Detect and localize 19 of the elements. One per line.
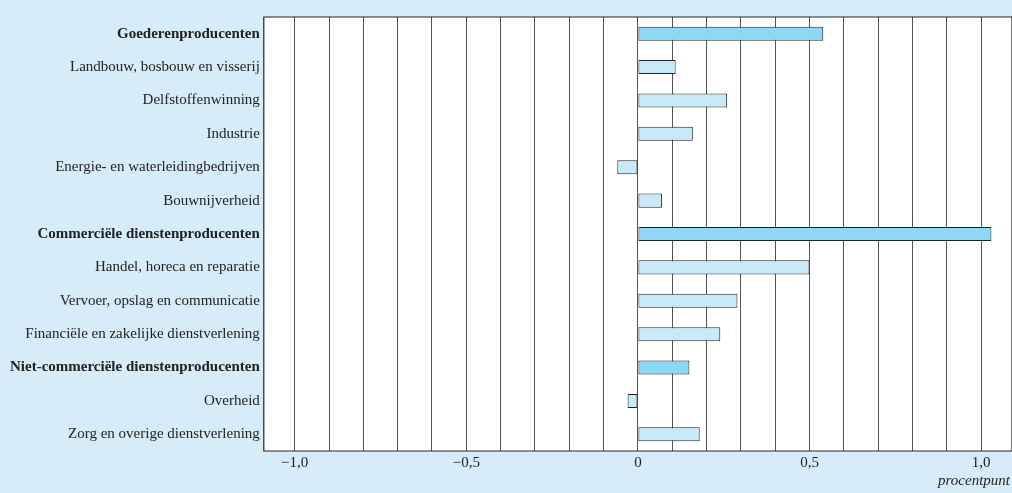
x-tick-label: 0,5	[800, 453, 819, 470]
x-tick-label: −1,0	[281, 453, 309, 470]
x-axis-title: procentpunt	[937, 472, 1011, 489]
y-tick-label: Landbouw, bosbouw en visserij	[69, 58, 260, 75]
y-tick-label: Delfstoffenwinning	[142, 91, 261, 108]
y-tick-label: Energie- en waterleidingbedrijven	[55, 158, 261, 175]
x-tick-label: −0,5	[452, 453, 480, 470]
y-tick-label: Niet-commerciële dienstenproducenten	[9, 358, 261, 375]
y-tick-label: Bouwnijverheid	[163, 191, 261, 208]
y-tick-label: Vervoer, opslag en communicatie	[59, 291, 261, 308]
x-tick-label: 1,0	[971, 453, 991, 470]
y-tick-label: Overheid	[203, 391, 261, 408]
y-tick-label: Commerciële dienstenproducenten	[37, 224, 261, 241]
y-tick-label: Zorg en overige dienstverlening	[68, 425, 261, 442]
y-tick-label: Industrie	[206, 124, 261, 141]
x-tick-label: 0	[634, 453, 642, 470]
y-tick-label: Goederenproducenten	[117, 24, 261, 41]
y-tick-label: Financiële en zakelijke dienstverlening	[25, 325, 261, 342]
y-tick-label: Handel, horeca en reparatie	[94, 258, 261, 275]
